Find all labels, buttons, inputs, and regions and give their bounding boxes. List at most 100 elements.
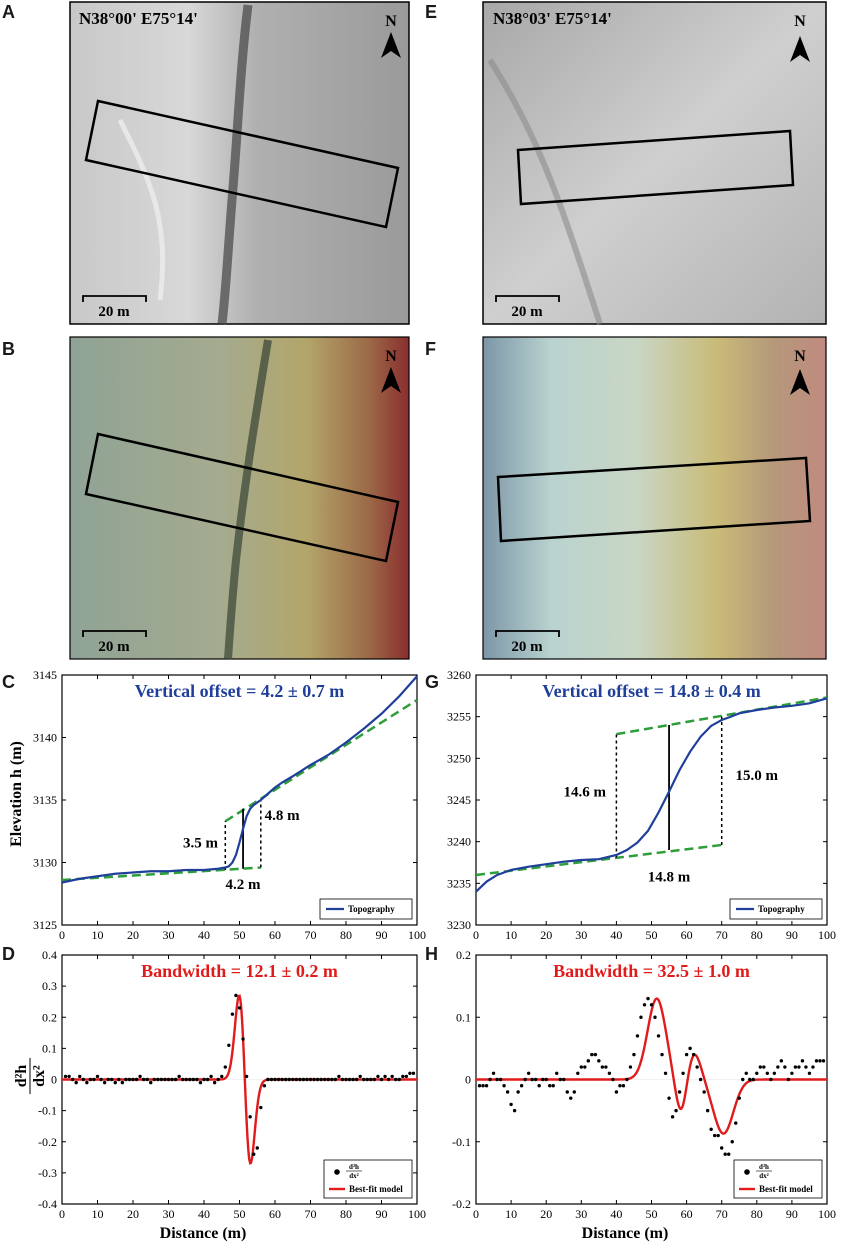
y-tick-label: 0 [465, 1073, 471, 1087]
data-point [347, 1077, 352, 1082]
data-point [821, 1059, 826, 1063]
data-point [134, 1077, 139, 1082]
x-tick-label: 50 [646, 928, 658, 942]
data-point [593, 1052, 598, 1057]
data-point [408, 1071, 412, 1075]
data-point [145, 1077, 149, 1082]
data-point [786, 1077, 791, 1082]
data-point [372, 1077, 377, 1082]
y-tick-label: 3125 [33, 918, 57, 932]
y-tick-label: 3255 [447, 710, 471, 724]
data-point [772, 1071, 777, 1075]
x-tick-label: 60 [269, 928, 281, 942]
chart-title: Vertical offset = 4.2 ± 0.7 m [135, 681, 344, 701]
data-point [484, 1084, 489, 1088]
data-point [106, 1077, 110, 1082]
legend-dot [744, 1169, 750, 1175]
data-point [779, 1059, 784, 1063]
plot-frame [475, 674, 828, 926]
data-point [488, 1077, 492, 1082]
data-point [163, 1077, 167, 1082]
x-tick-label: 70 [716, 928, 728, 942]
scale-bar-A [82, 295, 147, 302]
data-point [411, 1071, 416, 1075]
data-point [110, 1077, 114, 1082]
data-point [269, 1077, 274, 1082]
data-point [280, 1077, 284, 1082]
dem-image-B [69, 336, 410, 660]
map-panel-E: N38°03' E75°14' N 20 m [482, 1, 827, 325]
x-tick-label: 60 [269, 1207, 281, 1221]
data-point [212, 1080, 217, 1085]
data-point [705, 1108, 710, 1113]
data-point [283, 1077, 288, 1082]
x-tick-label: 60 [681, 1207, 693, 1221]
data-point [351, 1077, 355, 1082]
data-point [814, 1059, 819, 1063]
data-point [156, 1077, 160, 1082]
y-tick-label: -0.1 [38, 1104, 57, 1118]
data-point [811, 1065, 815, 1069]
x-tick-label: 70 [305, 928, 317, 942]
chart-title: Vertical offset = 14.8 ± 0.4 m [542, 681, 760, 701]
data-point [170, 1077, 174, 1082]
legend-label: Topography [758, 904, 805, 914]
x-tick-label: 50 [646, 1207, 658, 1221]
data-point [691, 1052, 696, 1057]
data-point [583, 1065, 587, 1069]
data-point [326, 1077, 330, 1082]
data-point [621, 1084, 626, 1088]
topography-line [475, 697, 828, 893]
y-tick-label: 0.1 [42, 1041, 57, 1055]
map-panel-A: N38°00' E75°14' N 20 m [69, 1, 410, 325]
data-point [765, 1071, 770, 1075]
data-point [477, 1084, 482, 1088]
data-point [491, 1071, 496, 1075]
offset-label: 14.8 m [648, 870, 691, 886]
y-tick-label: 3250 [447, 751, 471, 765]
scale-label-A: 20 m [98, 304, 130, 320]
d2h-axis-label: d²h dx² [13, 1058, 48, 1094]
y-tick-label: -0.3 [38, 1166, 57, 1180]
x-tick-label: 30 [575, 928, 587, 942]
data-point [120, 1080, 125, 1085]
data-point [117, 1077, 121, 1082]
offset-label: 15.0 m [736, 768, 779, 784]
data-point [712, 1133, 717, 1138]
x-tick-label: 10 [92, 928, 104, 942]
data-point [555, 1071, 559, 1075]
north-arrow-icon [790, 36, 810, 62]
data-point [677, 1090, 682, 1094]
north-label-A: N [385, 13, 397, 30]
data-point [397, 1077, 401, 1082]
data-point [797, 1065, 801, 1069]
data-point [230, 1012, 235, 1016]
data-point [88, 1077, 93, 1082]
legend-label: dx² [349, 1172, 359, 1180]
data-point [241, 1037, 245, 1041]
data-point [173, 1077, 178, 1082]
data-point [344, 1077, 348, 1082]
panel-label-E: E [425, 2, 437, 22]
legend-label: dx² [759, 1172, 769, 1180]
legend-box [729, 898, 823, 920]
data-point [565, 1090, 569, 1094]
data-point [244, 1074, 249, 1079]
data-point [590, 1052, 594, 1057]
coord-label-E: N38°03' E75°14' [493, 9, 612, 28]
data-point [734, 1121, 738, 1125]
data-point [741, 1077, 745, 1082]
fault-scarp-A [217, 4, 253, 325]
x-tick-label: 30 [163, 928, 175, 942]
profile-swath-B [84, 432, 400, 563]
data-point [198, 1080, 203, 1085]
data-point [649, 1003, 654, 1007]
data-point [362, 1077, 366, 1082]
data-point [63, 1074, 68, 1079]
data-point [625, 1077, 629, 1082]
data-point [684, 1052, 689, 1057]
data-point [533, 1077, 538, 1082]
data-point [730, 1140, 734, 1144]
data-point [516, 1090, 520, 1094]
data-point [99, 1077, 103, 1082]
